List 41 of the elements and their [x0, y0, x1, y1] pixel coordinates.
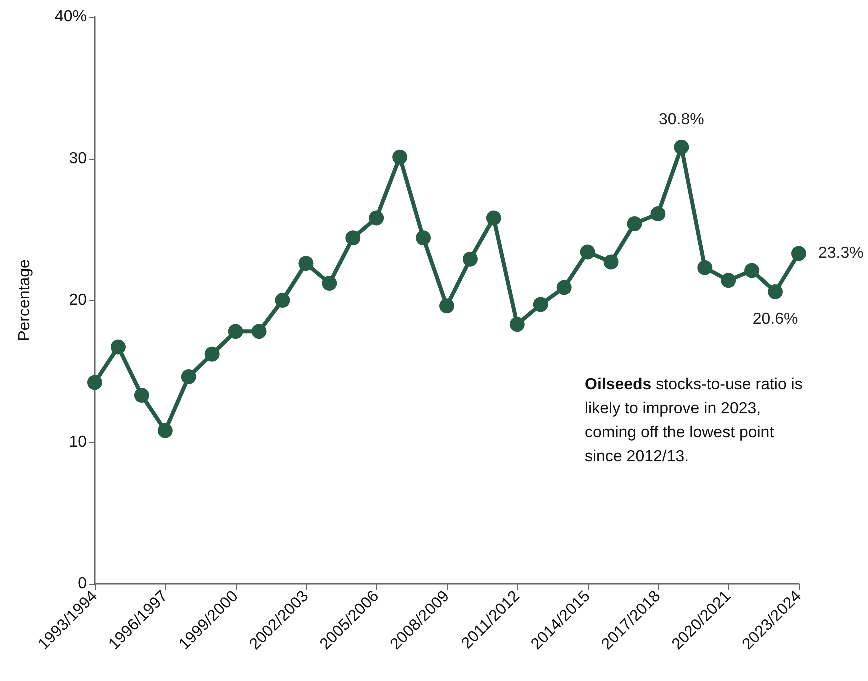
data-label: 23.3% [818, 245, 864, 262]
point [392, 150, 408, 165]
point [486, 210, 502, 226]
point [181, 370, 196, 385]
point [698, 260, 713, 276]
point [792, 246, 806, 262]
y-axis-title: Percentage [16, 259, 34, 342]
point [556, 280, 572, 296]
point [110, 340, 126, 355]
y-tick-label: 40% [54, 8, 87, 26]
point [604, 254, 619, 270]
data-label: 30.8% [658, 111, 704, 128]
point [580, 244, 596, 260]
point [416, 230, 432, 246]
point [134, 388, 150, 403]
y-tick-label: 10 [69, 434, 88, 451]
point [462, 252, 478, 267]
point [298, 256, 314, 272]
point [440, 298, 454, 314]
point [627, 216, 642, 232]
point [158, 423, 173, 438]
data-label: 20.6% [752, 310, 798, 328]
y-tick-label: 0 [78, 576, 88, 592]
point [510, 317, 525, 332]
point [275, 293, 290, 308]
point [721, 273, 736, 288]
point [674, 140, 690, 155]
point [768, 284, 784, 300]
y-tick-label: 30 [69, 150, 88, 168]
point [346, 230, 361, 246]
y-tick-label: 20 [69, 292, 88, 309]
point [322, 276, 338, 291]
point [252, 324, 267, 340]
point [369, 210, 384, 226]
point [533, 297, 548, 312]
point [204, 346, 220, 362]
point [744, 263, 760, 278]
point [88, 375, 102, 390]
point [650, 206, 666, 222]
annotation: Oilseeds stocks-to-use ratio is likely to improve in 2023, coming off the lowest point since 2012/13. [585, 376, 803, 466]
point [228, 324, 244, 340]
